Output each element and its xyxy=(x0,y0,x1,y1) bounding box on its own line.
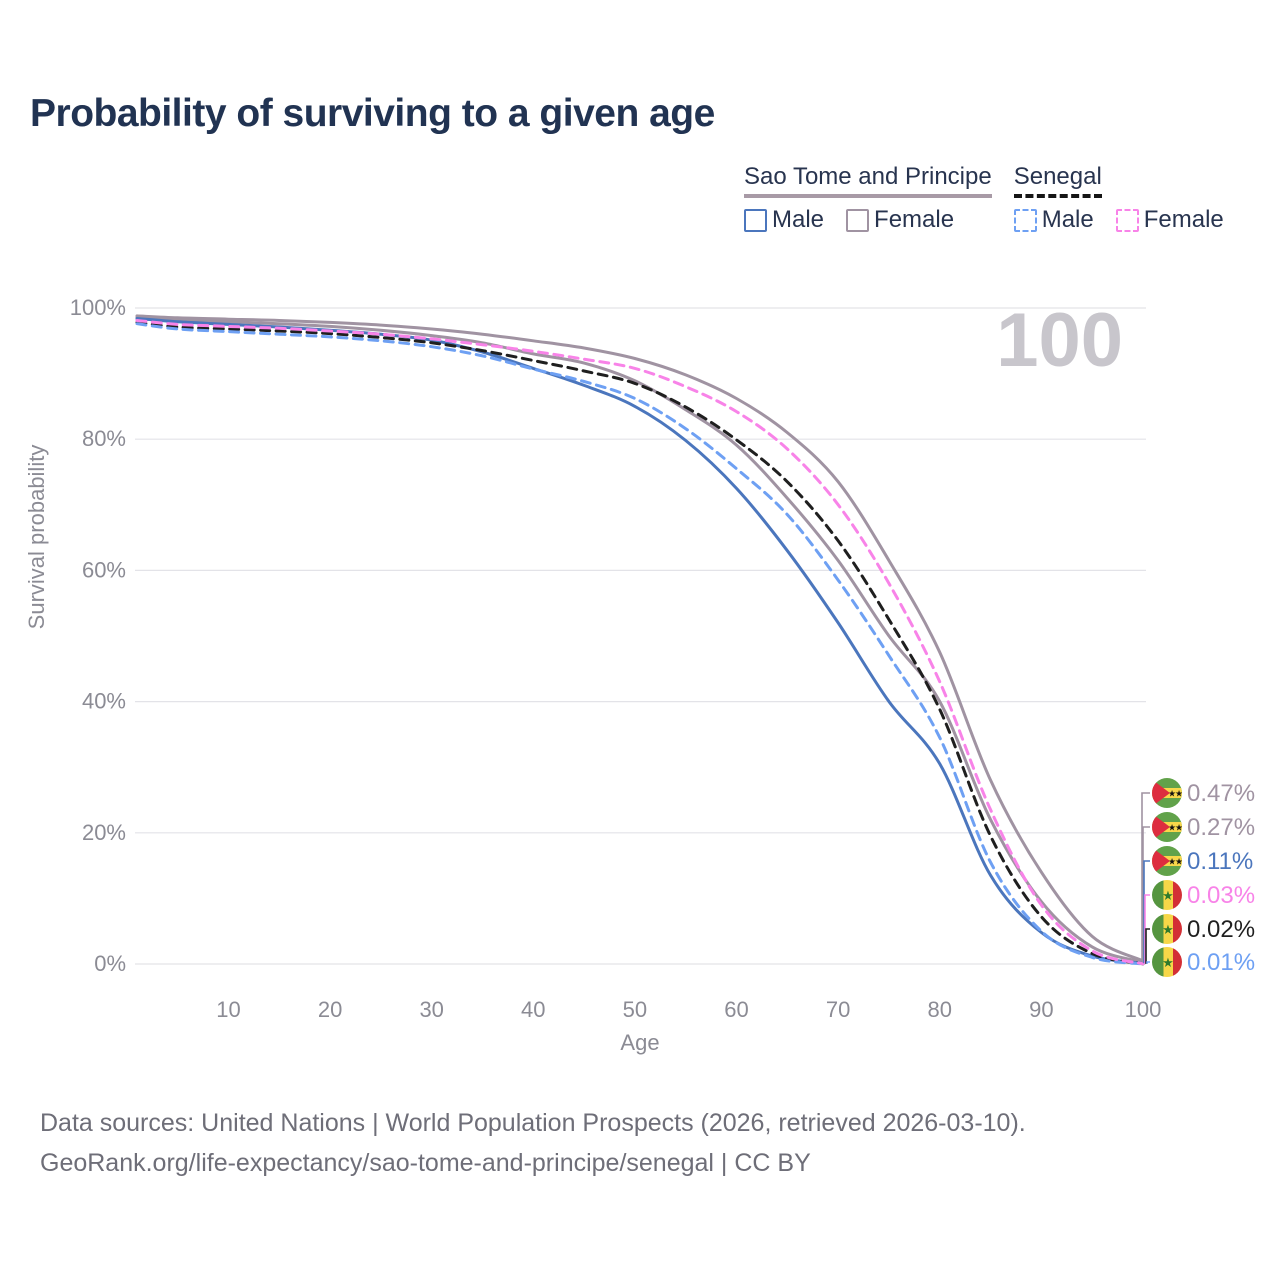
end-label-connector xyxy=(1142,826,1150,963)
legend-item-sao-tome-and-principe-male[interactable]: Male xyxy=(744,206,824,234)
sen-red-band xyxy=(1173,914,1182,944)
y-tick-label: 40% xyxy=(82,689,126,714)
x-tick-label: 100 xyxy=(1125,997,1162,1022)
footer-url: GeoRank.org/life-expectancy/sao-tome-and… xyxy=(40,1149,811,1177)
page-title: Probability of surviving to a given age xyxy=(30,92,715,135)
legend-item-label: Male xyxy=(1041,206,1094,233)
x-tick-label: 10 xyxy=(216,997,240,1022)
flag-art: ★★ xyxy=(1152,846,1183,876)
x-tick-label: 80 xyxy=(928,997,952,1022)
y-tick-label: 80% xyxy=(82,426,126,451)
y-tick-label: 60% xyxy=(82,557,126,582)
footer-datasource: Data sources: United Nations | World Pop… xyxy=(40,1109,1026,1137)
sen-yellow-band xyxy=(1163,914,1173,944)
end-label-senegal-male: 0.01% xyxy=(1187,949,1255,976)
series-line-senegal-male[interactable] xyxy=(135,322,1145,966)
series-line-senegal-female[interactable] xyxy=(135,319,1145,966)
legend-item-senegal-female[interactable]: Female xyxy=(1115,206,1224,234)
x-tick-label: 50 xyxy=(623,997,647,1022)
x-tick-label: 40 xyxy=(521,997,545,1022)
sen-star: ★ xyxy=(1162,955,1174,970)
flag-icon-sen: ★ xyxy=(1152,947,1182,977)
stp-red-triangle xyxy=(1152,812,1170,842)
sen-red-band xyxy=(1173,947,1182,977)
age-watermark: 100 xyxy=(996,298,1123,383)
flag-art: ★ xyxy=(1152,947,1182,977)
flag-art: ★★ xyxy=(1152,812,1183,842)
end-label-sao-tome-and-principe-female: 0.47% xyxy=(1187,780,1255,807)
end-label-sao-tome-and-principe-both-sexes: 0.27% xyxy=(1187,814,1255,841)
flag-art: ★★ xyxy=(1152,778,1183,808)
x-tick-label: 70 xyxy=(826,997,850,1022)
y-tick-label: 0% xyxy=(94,951,126,976)
legend-swatch-male-icon xyxy=(1013,208,1037,232)
legend-item-senegal-male[interactable]: Male xyxy=(1013,206,1094,234)
stp-star: ★ xyxy=(1168,857,1176,867)
end-label-senegal-both-sexes: 0.02% xyxy=(1187,916,1255,943)
legend: Sao Tome and Principe Male Female Senegal Ma… xyxy=(744,163,1224,234)
end-label-senegal-female: 0.03% xyxy=(1187,882,1255,909)
flag-art: ★ xyxy=(1152,914,1182,944)
legend-item-label: Female xyxy=(874,206,955,233)
x-axis-title: Age xyxy=(620,1030,659,1055)
legend-item-label: Male xyxy=(772,206,825,233)
x-tick-label: 60 xyxy=(724,997,748,1022)
flag-icon-stp: ★★ xyxy=(1152,846,1183,876)
sen-star: ★ xyxy=(1162,888,1174,903)
x-tick-label: 20 xyxy=(318,997,342,1022)
end-label-connector xyxy=(1145,928,1150,964)
legend-item-label: Female xyxy=(1143,206,1224,233)
end-label-sao-tome-and-principe-male: 0.11% xyxy=(1187,848,1253,875)
flag-icon-stp: ★★ xyxy=(1152,812,1183,842)
sen-green-band xyxy=(1152,880,1164,910)
y-tick-label: 100% xyxy=(70,295,126,320)
stp-star: ★ xyxy=(1175,857,1183,867)
footer: Data sources: United Nations | World Pop… xyxy=(40,1103,1026,1183)
legend-swatch-female-icon xyxy=(846,208,870,232)
stp-star: ★ xyxy=(1168,823,1176,833)
sen-red-band xyxy=(1173,880,1182,910)
end-label-connector xyxy=(1143,860,1150,964)
legend-swatch-female-icon xyxy=(1115,208,1139,232)
end-label-connector xyxy=(1141,792,1150,961)
sen-star: ★ xyxy=(1162,922,1174,937)
flag-icon-sen: ★ xyxy=(1152,880,1182,910)
series-line-senegal-both-sexes[interactable] xyxy=(135,320,1145,966)
legend-items: Male Female xyxy=(1013,206,1224,234)
stp-star: ★ xyxy=(1175,823,1183,833)
series-line-sao-tome-and-principe-female[interactable] xyxy=(135,314,1145,963)
y-axis-title: Survival probability xyxy=(24,445,49,630)
legend-swatch-male-icon xyxy=(744,208,767,232)
stp-red-triangle xyxy=(1152,846,1170,876)
x-tick-label: 30 xyxy=(419,997,443,1022)
legend-group-header-sao-tome-and-principe[interactable]: Sao Tome and Principe xyxy=(744,163,992,198)
legend-group-sao-tome-and-principe: Sao Tome and Principe Male Female xyxy=(744,163,992,234)
stp-star: ★ xyxy=(1175,789,1183,799)
flag-icon-sen: ★ xyxy=(1152,914,1182,944)
sen-green-band xyxy=(1152,914,1164,944)
legend-items: Male Female xyxy=(744,206,954,234)
flag-art: ★ xyxy=(1152,880,1182,910)
stp-red-triangle xyxy=(1152,778,1170,808)
sen-green-band xyxy=(1152,947,1164,977)
y-tick-label: 20% xyxy=(82,820,126,845)
stp-star: ★ xyxy=(1168,789,1176,799)
sen-yellow-band xyxy=(1163,947,1173,977)
flag-icon-stp: ★★ xyxy=(1152,778,1183,808)
end-label-connector xyxy=(1146,961,1150,964)
sen-yellow-band xyxy=(1163,880,1173,910)
legend-group-header-senegal[interactable]: Senegal xyxy=(1013,163,1102,198)
legend-item-sao-tome-and-principe-female[interactable]: Female xyxy=(846,206,954,234)
legend-group-senegal: Senegal Male Female xyxy=(1013,163,1224,234)
x-tick-label: 90 xyxy=(1029,997,1053,1022)
end-label-connector xyxy=(1144,894,1150,964)
